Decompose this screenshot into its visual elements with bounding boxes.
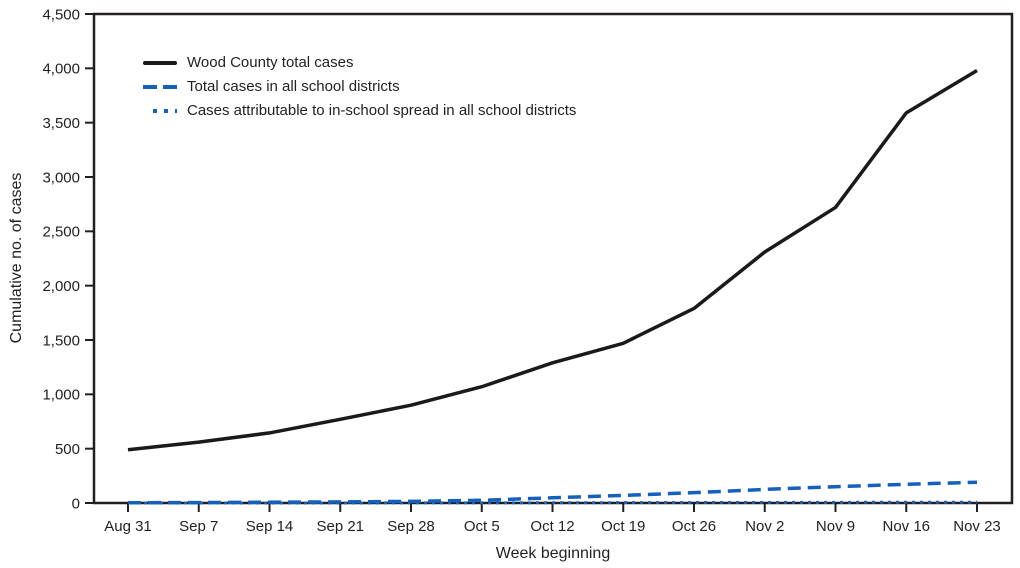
x-tick-label: Nov 16: [882, 518, 930, 535]
series-line-total-cases-all-school-districts: [127, 480, 978, 505]
y-axis-title: Cumulative no. of cases: [8, 172, 25, 344]
legend-label-school-districts: Total cases in all school districts: [187, 78, 400, 95]
dashed-line-swatch-icon: [143, 84, 177, 89]
x-tick-label: Aug 31: [104, 518, 152, 535]
legend: Wood County total cases Total cases in a…: [143, 54, 576, 119]
x-tick-label: Oct 12: [530, 518, 574, 535]
legend-item-school-districts: Total cases in all school districts: [143, 78, 576, 95]
x-tick-label: Sep 7: [179, 518, 218, 535]
y-tick-label: 4,000: [42, 61, 80, 78]
y-tick-label: 2,000: [42, 278, 80, 295]
legend-label-wood-county: Wood County total cases: [187, 54, 354, 71]
y-tick-label: 3,000: [42, 169, 80, 186]
x-tick-label: Oct 26: [672, 518, 716, 535]
series-line-wood-county-total-cases: [127, 69, 978, 452]
x-tick-label: Nov 2: [745, 518, 784, 535]
x-tick-label: Sep 21: [316, 518, 364, 535]
y-tick-label: 4,500: [42, 6, 80, 23]
y-tick-label: 1,500: [42, 332, 80, 349]
y-tick-label: 2,500: [42, 224, 80, 241]
y-tick-label: 0: [72, 495, 80, 512]
legend-item-wood-county: Wood County total cases: [143, 54, 576, 71]
x-tick-label: Oct 19: [601, 518, 645, 535]
x-tick-label: Nov 23: [953, 518, 1001, 535]
x-tick-label: Nov 9: [816, 518, 855, 535]
x-tick-label: Sep 28: [387, 518, 435, 535]
legend-item-in-school-spread: Cases attributable to in-school spread i…: [143, 102, 576, 119]
y-tick-label: 3,500: [42, 115, 80, 132]
legend-label-in-school-spread: Cases attributable to in-school spread i…: [187, 102, 577, 119]
y-tick-label: 1,000: [42, 387, 80, 404]
x-tick-label: Oct 5: [464, 518, 500, 535]
x-tick-label: Sep 14: [246, 518, 294, 535]
dotted-line-swatch-icon: [153, 108, 177, 113]
y-tick-label: 500: [55, 441, 80, 458]
solid-line-swatch-icon: [143, 60, 177, 65]
x-axis-title: Week beginning: [495, 545, 611, 562]
series-line-in-school-spread-cases: [128, 500, 977, 505]
